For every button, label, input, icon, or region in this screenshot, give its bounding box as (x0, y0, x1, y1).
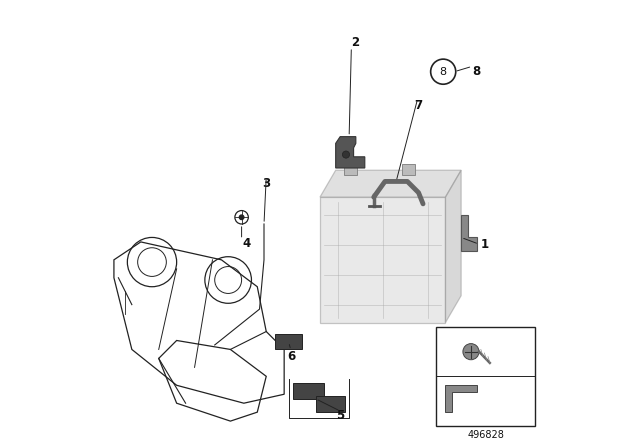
Text: 8: 8 (440, 67, 447, 77)
Polygon shape (275, 334, 302, 349)
Text: 3: 3 (262, 177, 270, 190)
Text: 4: 4 (243, 237, 251, 250)
Polygon shape (445, 385, 477, 412)
Polygon shape (445, 170, 461, 323)
Polygon shape (316, 396, 345, 412)
Bar (402, 164, 415, 175)
Polygon shape (320, 170, 461, 197)
Text: 6: 6 (287, 349, 295, 363)
Circle shape (342, 151, 349, 158)
Polygon shape (461, 215, 477, 251)
Polygon shape (320, 197, 445, 323)
Polygon shape (293, 383, 324, 399)
Text: 496828: 496828 (467, 430, 504, 439)
Bar (436, 327, 535, 426)
Text: 8: 8 (473, 65, 481, 78)
Bar (344, 164, 357, 175)
Circle shape (239, 215, 244, 220)
Circle shape (463, 344, 479, 360)
Text: 7: 7 (415, 99, 422, 112)
Text: 2: 2 (351, 36, 359, 49)
Text: 1: 1 (481, 237, 489, 251)
Text: 5: 5 (337, 409, 345, 422)
Polygon shape (336, 137, 365, 168)
